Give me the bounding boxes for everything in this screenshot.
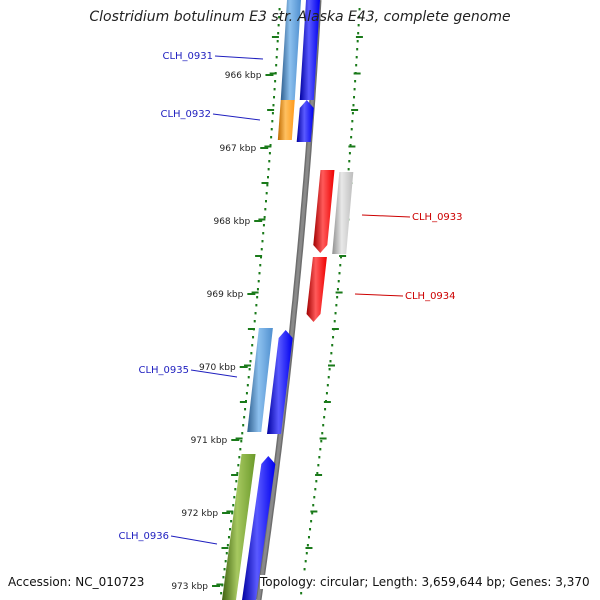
- gene-leader-line: [354, 293, 404, 297]
- kbp-tick-mark: [231, 439, 240, 441]
- gene-label-CLH_0932[interactable]: CLH_0932: [160, 109, 211, 120]
- gene-leader-line: [212, 113, 261, 121]
- genome-title: Clostridium botulinum E3 str. Alaska E43…: [89, 9, 511, 25]
- cds-arrow-CLH_0935[interactable]: [267, 330, 293, 434]
- minor-tick-bars: [216, 36, 363, 586]
- kbp-tick-label: 970 kbp: [199, 363, 236, 373]
- gene-feature-CLH_0935[interactable]: [247, 328, 273, 432]
- kbp-tick-mark: [247, 293, 256, 295]
- cds-arrow-CLH_0932[interactable]: [296, 100, 314, 142]
- gene-label-CLH_0933[interactable]: CLH_0933: [412, 212, 463, 223]
- gene-leader-line: [170, 535, 218, 545]
- accession-text: Accession: NC_010723: [8, 575, 145, 589]
- gene-feature-CLH_0936[interactable]: [222, 454, 256, 600]
- kbp-tick-mark: [260, 147, 269, 149]
- kbp-tick-label: 968 kbp: [213, 217, 250, 227]
- cds-arrow-CLH_0933[interactable]: [313, 170, 335, 253]
- gene-feature-CLH_0933[interactable]: [332, 172, 354, 254]
- gene-leader-line: [214, 55, 264, 60]
- kbp-tick-label: 966 kbp: [225, 71, 262, 81]
- gene-feature-CLH_0932[interactable]: [277, 100, 295, 140]
- kbp-tick-label: 972 kbp: [181, 509, 218, 519]
- left-tick-guide: [220, 8, 281, 595]
- kbp-tick-label: 973 kbp: [171, 582, 208, 592]
- kbp-tick-mark: [265, 74, 274, 76]
- kbp-tick-mark: [239, 366, 248, 368]
- kbp-tick-label: 967 kbp: [220, 144, 257, 154]
- kbp-tick-label: 969 kbp: [207, 290, 244, 300]
- kbp-tick-mark: [212, 585, 221, 587]
- gene-label-CLH_0935[interactable]: CLH_0935: [138, 365, 189, 376]
- gene-label-CLH_0936[interactable]: CLH_0936: [118, 531, 169, 542]
- cds-arrow-CLH_0934[interactable]: [306, 257, 327, 322]
- gene-leader-line: [361, 214, 411, 218]
- gene-feature-CLH_0931[interactable]: [280, 0, 301, 100]
- gene-label-CLH_0931[interactable]: CLH_0931: [162, 51, 213, 62]
- cds-arrow-CLH_0931[interactable]: [299, 0, 320, 100]
- kbp-tick-mark: [222, 512, 231, 514]
- topology-text: Topology: circular; Length: 3,659,644 bp…: [260, 575, 590, 589]
- cds-arrow-CLH_0936[interactable]: [242, 456, 276, 600]
- kbp-tick-label: 971 kbp: [191, 436, 228, 446]
- kbp-tick-mark: [254, 220, 263, 222]
- gene-leader-line: [190, 369, 238, 378]
- gene-label-CLH_0934[interactable]: CLH_0934: [405, 291, 456, 302]
